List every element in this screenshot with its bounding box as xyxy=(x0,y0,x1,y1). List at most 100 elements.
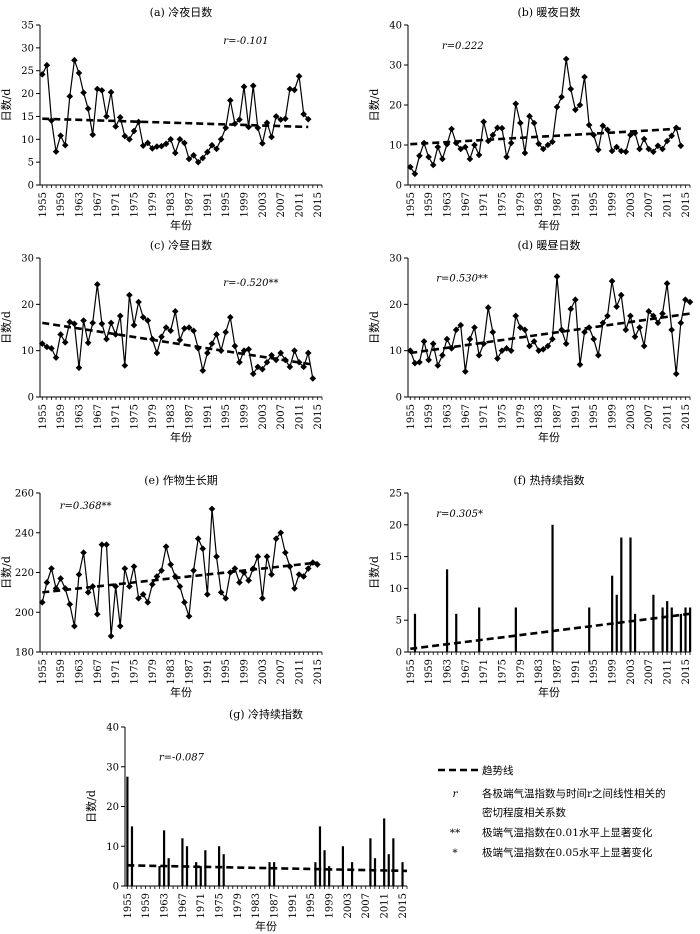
x-tick-label: 1987 xyxy=(185,404,196,429)
data-point xyxy=(659,310,666,317)
x-tick-label: 1959 xyxy=(424,192,435,217)
data-point xyxy=(613,303,620,310)
trend-line xyxy=(410,312,691,355)
data-point xyxy=(562,340,570,348)
data-point xyxy=(162,324,170,331)
data-point xyxy=(448,125,455,133)
data-point xyxy=(489,131,497,139)
x-tick-label: 2011 xyxy=(295,404,306,429)
y-tick-label: 20 xyxy=(21,89,34,100)
data-point xyxy=(572,106,579,114)
bar xyxy=(350,862,354,886)
x-tick-label: 1999 xyxy=(325,893,336,918)
data-point xyxy=(585,121,593,129)
data-point xyxy=(107,632,115,640)
r-annotation: r=0.368** xyxy=(60,501,112,512)
data-point xyxy=(567,85,575,93)
x-tick-label: 1971 xyxy=(479,404,490,429)
bar xyxy=(130,826,134,886)
data-point xyxy=(71,320,78,328)
data-point xyxy=(75,571,83,578)
data-point xyxy=(153,573,161,580)
data-point xyxy=(38,599,46,606)
data-point xyxy=(194,158,202,166)
trend-line xyxy=(42,117,309,129)
data-point xyxy=(204,591,211,598)
data-point xyxy=(512,100,520,108)
legend-trend-label: 趋势线 xyxy=(482,764,514,777)
y-tick-label: 30 xyxy=(389,61,402,72)
data-point xyxy=(686,298,694,306)
data-point xyxy=(61,141,69,149)
data-point xyxy=(549,138,556,146)
data-point xyxy=(121,362,129,369)
data-point xyxy=(135,298,142,306)
x-tick-label: 1995 xyxy=(221,659,232,684)
x-tick-label: 1979 xyxy=(516,404,527,429)
y-tick-label: 40 xyxy=(106,723,119,734)
data-point xyxy=(494,124,501,132)
data-point xyxy=(84,589,92,596)
data-point xyxy=(89,131,97,139)
y-tick-label: 25 xyxy=(389,489,402,500)
bar xyxy=(268,862,271,886)
data-point xyxy=(416,152,423,160)
bar xyxy=(318,826,322,886)
y-axis-label: 日数/d xyxy=(368,89,381,122)
data-point xyxy=(416,358,423,366)
data-point xyxy=(259,595,266,602)
bar xyxy=(126,776,129,886)
legend-sig005-symbol: * xyxy=(452,847,458,859)
x-tick-label: 1971 xyxy=(111,404,122,429)
data-point xyxy=(231,565,239,572)
x-tick-label: 1995 xyxy=(589,404,600,429)
x-tick-label: 2007 xyxy=(361,893,372,918)
data-point xyxy=(300,110,307,118)
data-point xyxy=(539,145,547,153)
r-annotation: r=-0.087 xyxy=(159,752,205,763)
x-tick-label: 2007 xyxy=(276,404,287,429)
x-tick-label: 1987 xyxy=(553,404,564,429)
x-tick-label: 1987 xyxy=(553,192,564,217)
x-tick-label: 1967 xyxy=(461,192,472,217)
data-point xyxy=(171,573,179,580)
bar xyxy=(629,537,632,652)
data-point xyxy=(240,569,248,576)
x-tick-label: 1987 xyxy=(185,659,196,684)
bar xyxy=(369,838,372,886)
x-tick-label: 1975 xyxy=(215,893,226,918)
chart-panel-c: (c) 冷昼日数 0 10 20 30 1955 1959 1963 1967 1971 1975 1… xyxy=(0,239,324,444)
data-point xyxy=(677,142,685,150)
y-tick-label: 30 xyxy=(21,254,34,265)
data-point xyxy=(466,335,474,343)
data-point xyxy=(167,135,174,143)
data-point xyxy=(162,140,170,148)
x-tick-label: 1955 xyxy=(406,659,417,684)
x-tick-label: 1983 xyxy=(251,893,262,918)
data-point xyxy=(471,324,478,331)
chart-title: (e) 作物生长期 xyxy=(144,473,218,487)
data-point xyxy=(190,567,197,574)
data-point xyxy=(71,622,78,630)
data-point xyxy=(144,317,152,324)
data-point xyxy=(282,115,289,123)
data-point xyxy=(544,141,552,149)
x-tick-label: 1987 xyxy=(270,893,281,918)
bar xyxy=(167,858,170,886)
data-point xyxy=(98,320,106,328)
data-point xyxy=(530,119,538,127)
y-tick-label: 30 xyxy=(389,254,402,265)
data-point xyxy=(617,291,625,299)
x-tick-label: 1991 xyxy=(203,404,214,429)
x-axis-label: 年份 xyxy=(170,218,192,232)
data-point xyxy=(484,304,492,311)
y-tick-label: 30 xyxy=(21,43,34,54)
y-tick-label: 25 xyxy=(21,66,34,77)
data-point xyxy=(627,131,634,139)
data-point xyxy=(158,567,165,574)
x-tick-label: 1967 xyxy=(93,404,104,429)
data-point xyxy=(599,319,607,327)
data-point xyxy=(645,145,653,153)
x-tick-label: 1959 xyxy=(141,893,152,918)
data-point xyxy=(130,127,138,135)
